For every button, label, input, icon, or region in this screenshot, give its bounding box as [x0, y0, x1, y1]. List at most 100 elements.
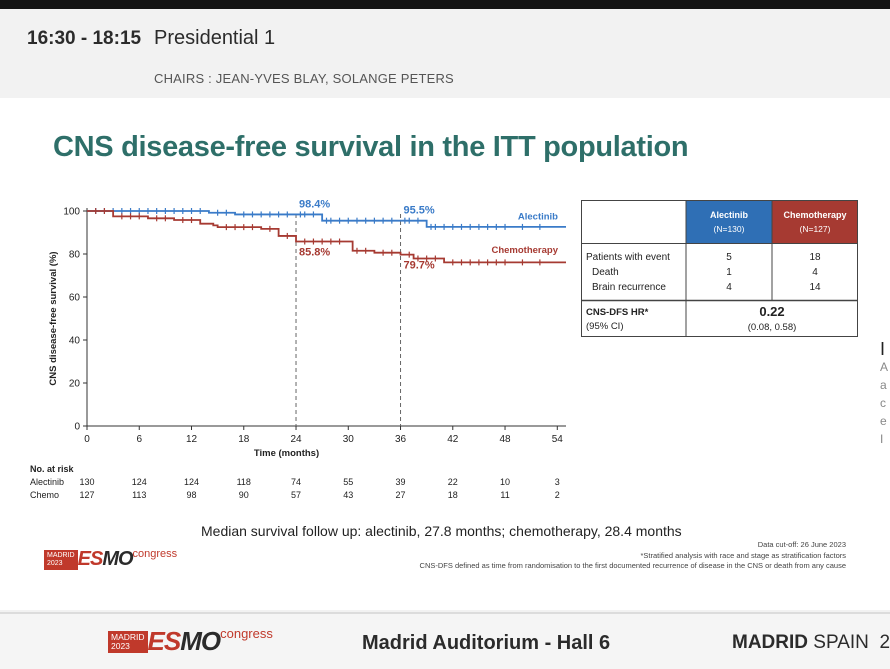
at-risk-value: 74: [291, 477, 301, 487]
session-chairs: CHAIRS : JEAN-YVES BLAY, SOLANGE PETERS: [154, 71, 454, 86]
row-label: Brain recurrence: [592, 282, 666, 293]
median-follow-up: Median survival follow up: alectinib, 27…: [201, 523, 682, 539]
congress-word: congress: [132, 548, 178, 560]
at-risk-value: 39: [396, 477, 406, 487]
at-risk-value: 130: [79, 477, 94, 487]
x-tick-label: 36: [395, 434, 407, 445]
x-tick-label: 48: [499, 434, 511, 445]
ci-value: (0.08, 0.58): [747, 322, 797, 333]
session-name: Presidential 1: [154, 27, 276, 49]
city-label: MADRID SPAIN 20: [732, 632, 890, 654]
esmo-logo-footer: MADRID 2023 ESMOcongress: [108, 626, 273, 657]
at-risk-value: 57: [291, 490, 301, 500]
cropped-slide-edge: I A a c e I: [880, 340, 890, 465]
cell-value: 4: [812, 267, 818, 278]
y-tick-label: 40: [69, 336, 81, 347]
at-risk-value: 127: [79, 490, 94, 500]
venue-label: Madrid Auditorium - Hall 6: [362, 632, 611, 654]
at-risk-value: 124: [184, 477, 199, 487]
at-risk-value: 27: [396, 490, 406, 500]
x-tick-label: 42: [447, 434, 459, 445]
esmo-wordmark: ESMO: [147, 626, 222, 657]
slide-title: CNS disease-free survival in the ITT pop…: [53, 131, 689, 163]
bottom-bar: [0, 612, 890, 669]
x-tick-label: 30: [343, 434, 355, 445]
header-chemo: Chemotherapy: [783, 210, 847, 220]
km-chart: 0 20 40 60 80 100 0 6 12 18 24 30 36 42 48 54 Time (mont…: [30, 198, 566, 500]
at-risk-value: 3: [555, 477, 560, 487]
y-tick-label: 20: [69, 379, 81, 390]
y-tick-label: 60: [69, 293, 81, 304]
city-bold: MADRID: [732, 632, 808, 653]
at-risk-value: 118: [237, 477, 251, 487]
survival-annotation: 79.7%: [404, 260, 435, 272]
madrid-badge: MADRID 2023: [108, 630, 148, 653]
x-tick-label: 0: [84, 434, 90, 445]
esmo-es: ES: [147, 626, 182, 656]
footnote: Data cut-off: 26 June 2023: [757, 540, 846, 549]
x-axis-label: Time (months): [254, 448, 319, 459]
cell-value: 18: [809, 252, 821, 263]
km-curve-chemotherapy: [87, 210, 566, 264]
footnote: CNS-DFS defined as time from randomisati…: [419, 561, 846, 570]
cell-value: 5: [726, 252, 732, 263]
cell-value: 14: [809, 282, 821, 293]
edge-letter: e: [880, 414, 887, 428]
survival-annotation: 95.5%: [404, 205, 435, 217]
header-alectinib: Alectinib: [709, 210, 748, 220]
survival-annotation: 85.8%: [299, 247, 330, 259]
at-risk-label: Alectinib: [30, 477, 64, 487]
at-risk-value: 18: [448, 490, 458, 500]
header-chemo-n: (N=127): [799, 224, 831, 234]
survival-annotation: 98.4%: [299, 198, 330, 210]
legend-chemotherapy: Chemotherapy: [491, 245, 558, 256]
esmo-wordmark: ESMO: [77, 548, 134, 571]
row-label: Death: [592, 267, 619, 278]
at-risk-label: Chemo: [30, 490, 59, 500]
badge-line: 2023: [47, 559, 63, 567]
row-label: Patients with event: [586, 252, 670, 263]
header-alectinib-n: (N=130): [713, 224, 745, 234]
y-tick-label: 80: [69, 250, 81, 261]
city-rest: SPAIN 20: [813, 632, 890, 653]
x-tick-label: 24: [290, 434, 302, 445]
top-bar: [0, 0, 890, 9]
edge-letter: I: [880, 432, 884, 446]
results-table: [581, 200, 858, 337]
session-time: 16:30 - 18:15: [27, 28, 142, 49]
badge-line: MADRID: [111, 631, 145, 642]
at-risk-value: 22: [448, 477, 458, 487]
esmo-mo: MO: [102, 548, 133, 570]
esmo-mo: MO: [180, 626, 221, 656]
esmo-logo-slide: MADRID 2023 ESMOcongress: [44, 548, 177, 571]
esmo-es: ES: [77, 548, 104, 570]
hr-value: 0.22: [759, 304, 785, 319]
footnote: *Stratified analysis with race and stage…: [640, 550, 846, 560]
at-risk-value: 55: [343, 477, 353, 487]
madrid-badge: MADRID 2023: [44, 549, 78, 570]
at-risk-value: 2: [555, 490, 560, 500]
x-tick-label: 54: [552, 434, 564, 445]
congress-word: congress: [220, 626, 273, 641]
at-risk-title: No. at risk: [30, 464, 75, 474]
at-risk-value: 98: [187, 490, 197, 500]
at-risk-value: 43: [343, 490, 353, 500]
edge-letter: I: [880, 339, 886, 359]
y-axis-label: CNS disease-free survival (%): [48, 251, 59, 385]
cell-value: 1: [726, 267, 732, 278]
at-risk-value: 11: [500, 490, 509, 500]
legend-alectinib: Alectinib: [518, 212, 558, 223]
slide-area: [0, 98, 890, 610]
footnotes: Data cut-off: 26 June 2023 *Stratified a…: [420, 540, 846, 572]
header-alectinib-bg: [686, 201, 772, 243]
ci-label: (95% CI): [586, 321, 624, 332]
cell-value: 4: [726, 282, 732, 293]
edge-letter: c: [880, 396, 886, 410]
badge-line: MADRID: [47, 551, 75, 559]
km-curve-alectinib: [87, 210, 566, 228]
y-tick-label: 100: [63, 207, 80, 218]
header-chemo-bg: [772, 201, 857, 243]
at-risk-value: 90: [239, 490, 249, 500]
at-risk-value: 10: [500, 477, 510, 487]
hr-label: CNS-DFS HR*: [586, 307, 649, 318]
